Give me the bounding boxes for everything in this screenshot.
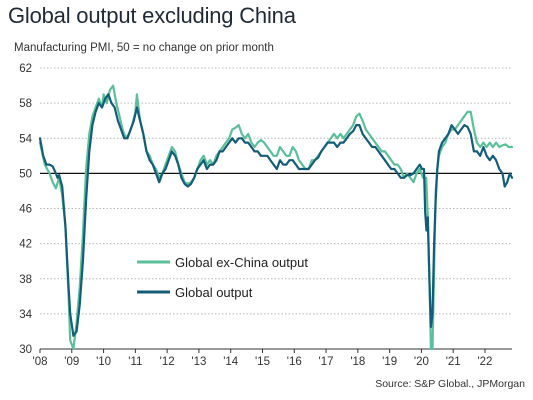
x-tick-label-13: '21 <box>446 356 461 368</box>
chart-subtitle: Manufacturing PMI, 50 = no change on pri… <box>14 42 274 54</box>
x-tick-label-8: '16 <box>287 356 302 368</box>
series-line-1 <box>38 93 514 337</box>
legend-label-0: Global ex-China output <box>175 255 308 270</box>
y-tick-label-42: 42 <box>19 239 32 251</box>
x-tick-label-9: '17 <box>319 356 334 368</box>
y-tick-label-38: 38 <box>19 274 32 286</box>
x-tick-label-12: '20 <box>414 356 429 368</box>
y-tick-label-54: 54 <box>19 133 32 145</box>
x-tick-label-14: '22 <box>477 356 492 368</box>
x-tick-label-4: '12 <box>160 356 175 368</box>
x-tick-label-3: '11 <box>128 356 142 368</box>
x-tick-label-1: '09 <box>64 356 79 368</box>
y-tick-label-62: 62 <box>19 63 32 75</box>
y-tick-label-34: 34 <box>19 309 32 321</box>
y-tick-label-58: 58 <box>19 98 32 110</box>
y-tick-label-46: 46 <box>19 204 32 216</box>
x-tick-label-11: '19 <box>382 356 397 368</box>
legend-label-1: Global output <box>175 285 253 300</box>
x-tick-label-5: '13 <box>191 356 206 368</box>
series-line-0 <box>38 84 514 351</box>
chart-source: Source: S&P Global., JPMorgan <box>375 378 525 390</box>
x-tick-label-0: '08 <box>33 356 48 368</box>
x-tick-label-6: '14 <box>223 356 239 368</box>
x-tick-label-7: '15 <box>255 356 270 368</box>
chart-title: Global output excluding China <box>8 3 296 28</box>
y-tick-label-30: 30 <box>19 344 32 356</box>
x-tick-label-2: '10 <box>96 356 111 368</box>
y-tick-label-50: 50 <box>19 168 32 180</box>
x-tick-label-10: '18 <box>350 356 365 368</box>
